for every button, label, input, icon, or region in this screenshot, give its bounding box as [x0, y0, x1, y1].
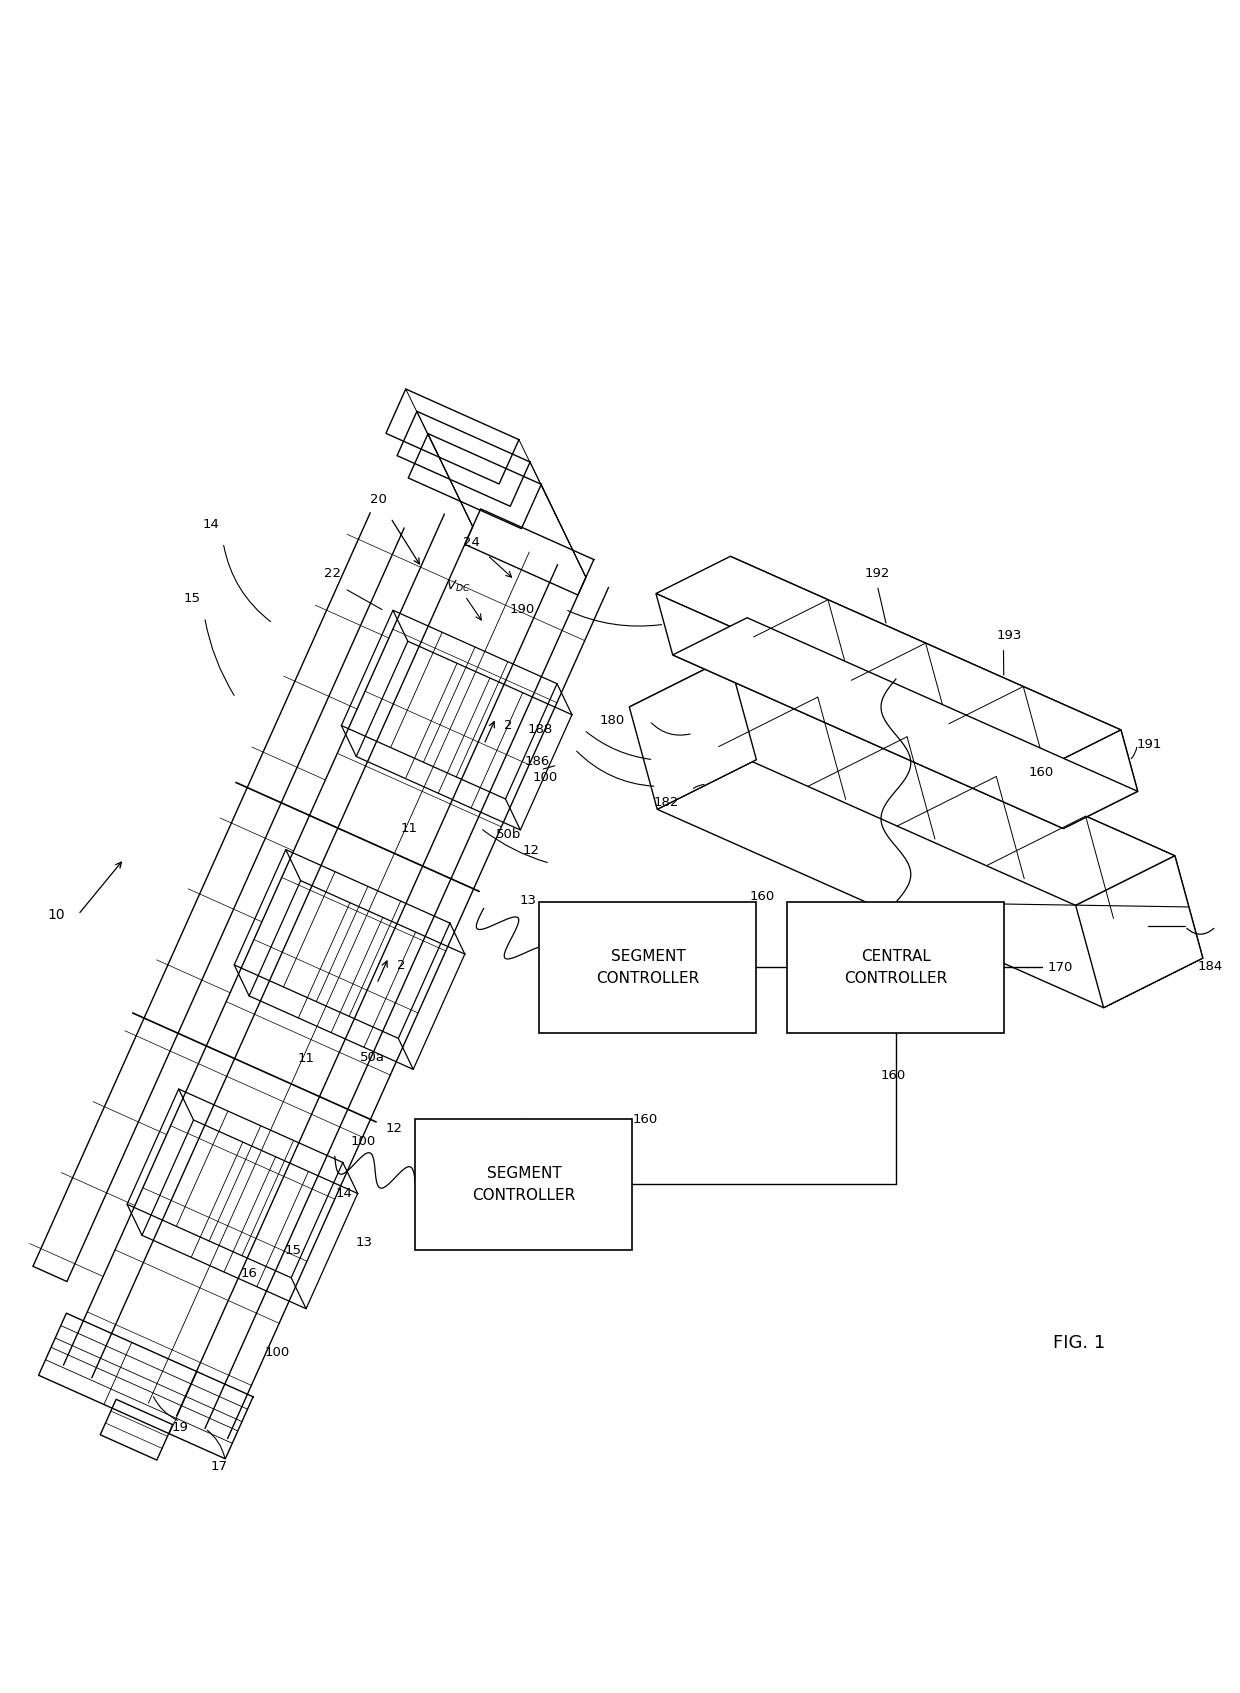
- Text: 180: 180: [600, 714, 625, 728]
- Polygon shape: [630, 657, 756, 809]
- Polygon shape: [1047, 730, 1138, 828]
- Bar: [787, 902, 1004, 1033]
- Text: SEGMENT
CONTROLLER: SEGMENT CONTROLLER: [472, 1166, 575, 1204]
- Text: 170: 170: [1048, 962, 1073, 973]
- Text: 12: 12: [523, 845, 539, 857]
- Text: 14: 14: [336, 1187, 352, 1200]
- Text: 20: 20: [370, 493, 387, 506]
- Text: 186: 186: [525, 755, 551, 769]
- Polygon shape: [730, 557, 1138, 791]
- Text: 11: 11: [401, 821, 418, 835]
- Text: 10: 10: [47, 907, 64, 921]
- Bar: [539, 902, 756, 1033]
- Text: 2: 2: [505, 720, 513, 733]
- Text: 11: 11: [298, 1053, 315, 1065]
- Text: 15: 15: [285, 1244, 301, 1258]
- Text: 100: 100: [350, 1134, 376, 1148]
- Text: 2: 2: [397, 958, 405, 972]
- Text: 14: 14: [202, 518, 219, 530]
- Text: 22: 22: [324, 567, 341, 581]
- Text: FIG. 1: FIG. 1: [1053, 1334, 1105, 1351]
- Polygon shape: [656, 594, 1063, 828]
- Bar: [415, 1119, 632, 1249]
- Text: 24: 24: [463, 537, 480, 549]
- Text: 17: 17: [211, 1461, 228, 1473]
- Text: 15: 15: [184, 593, 201, 604]
- Text: 19: 19: [171, 1420, 188, 1434]
- Text: 184: 184: [1198, 960, 1223, 973]
- Polygon shape: [729, 657, 1203, 958]
- Text: 160: 160: [880, 1070, 905, 1082]
- Polygon shape: [630, 657, 1176, 906]
- Text: CENTRAL
CONTROLLER: CENTRAL CONTROLLER: [844, 948, 947, 985]
- Text: 188: 188: [528, 723, 553, 736]
- Text: 160: 160: [632, 1112, 657, 1126]
- Text: 160: 160: [1029, 765, 1054, 779]
- Text: SEGMENT
CONTROLLER: SEGMENT CONTROLLER: [596, 948, 699, 985]
- Text: 12: 12: [386, 1122, 403, 1136]
- Text: 50a: 50a: [360, 1051, 384, 1063]
- Polygon shape: [656, 557, 1121, 767]
- Text: 192: 192: [864, 567, 890, 579]
- Text: $V_{DC}$: $V_{DC}$: [446, 579, 471, 594]
- Text: 190: 190: [510, 603, 534, 616]
- Text: 193: 193: [997, 628, 1022, 642]
- Text: 100: 100: [532, 770, 558, 784]
- Text: 50b: 50b: [496, 828, 521, 841]
- Polygon shape: [657, 760, 1203, 1007]
- Text: 16: 16: [241, 1266, 258, 1280]
- Text: 191: 191: [1137, 738, 1162, 752]
- Text: 160: 160: [750, 889, 775, 902]
- Text: 100: 100: [264, 1346, 290, 1358]
- Polygon shape: [1076, 855, 1203, 1007]
- Polygon shape: [672, 618, 1138, 828]
- Text: 182: 182: [653, 796, 680, 809]
- Text: 13: 13: [520, 894, 537, 907]
- Text: 13: 13: [355, 1236, 372, 1249]
